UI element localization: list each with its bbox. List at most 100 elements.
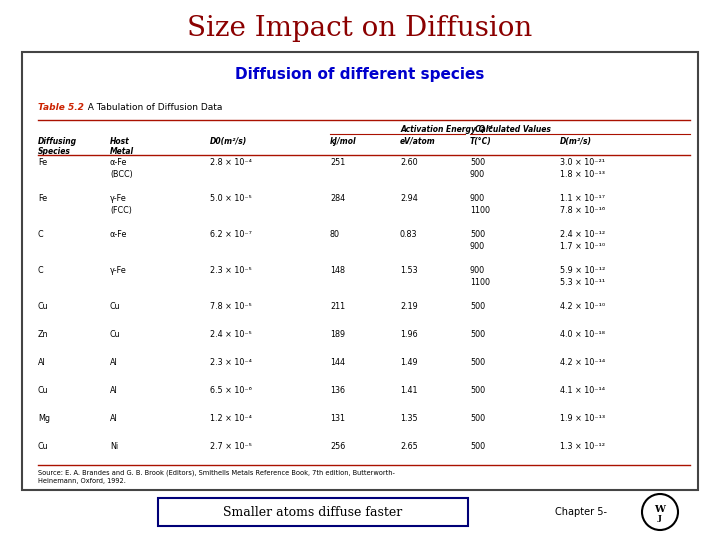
Text: 500: 500 [470, 358, 485, 367]
Text: 500: 500 [470, 302, 485, 311]
Text: (FCC): (FCC) [110, 206, 132, 215]
Text: 148: 148 [330, 266, 345, 275]
Text: 500: 500 [470, 386, 485, 395]
Text: Cu: Cu [110, 330, 121, 339]
Text: Al: Al [38, 358, 46, 367]
Text: 5.9 × 10⁻¹²: 5.9 × 10⁻¹² [560, 266, 606, 275]
Text: J: J [658, 514, 662, 522]
Bar [158, 498, 468, 526]
Text: Cu: Cu [38, 302, 49, 311]
Text: α-Fe: α-Fe [110, 158, 127, 167]
Text: Diffusion of different species: Diffusion of different species [235, 68, 485, 83]
Text: 900: 900 [470, 170, 485, 179]
Text: Source: E. A. Brandes and G. B. Brook (Editors), Smithells Metals Reference Book: Source: E. A. Brandes and G. B. Brook (E… [38, 469, 395, 476]
Text: 2.4 × 10⁻⁵: 2.4 × 10⁻⁵ [210, 330, 252, 339]
Text: 4.2 × 10⁻¹⁴: 4.2 × 10⁻¹⁴ [560, 358, 605, 367]
Text: Calculated Values: Calculated Values [475, 125, 551, 134]
Text: 2.65: 2.65 [400, 442, 418, 451]
Text: A Tabulation of Diffusion Data: A Tabulation of Diffusion Data [82, 104, 222, 112]
Text: Fe: Fe [38, 194, 47, 203]
Text: (BCC): (BCC) [110, 170, 132, 179]
Text: α-Fe: α-Fe [110, 230, 127, 239]
Text: 2.3 × 10⁻⁵: 2.3 × 10⁻⁵ [210, 266, 252, 275]
Text: Cu: Cu [110, 302, 121, 311]
Text: 900: 900 [470, 266, 485, 275]
Text: 1.53: 1.53 [400, 266, 418, 275]
Text: 2.8 × 10⁻⁴: 2.8 × 10⁻⁴ [210, 158, 252, 167]
Text: Diffusing
Species: Diffusing Species [38, 137, 77, 157]
Text: 500: 500 [470, 230, 485, 239]
Text: Heinemann, Oxford, 1992.: Heinemann, Oxford, 1992. [38, 478, 126, 484]
Text: 1.41: 1.41 [400, 386, 418, 395]
Text: 1100: 1100 [470, 278, 490, 287]
Text: 189: 189 [330, 330, 345, 339]
Text: 7.8 × 10⁻⁵: 7.8 × 10⁻⁵ [210, 302, 252, 311]
Text: Activation Energy Q: Activation Energy Q [400, 125, 485, 134]
Text: C: C [38, 266, 44, 275]
Text: Al: Al [110, 414, 118, 423]
Text: 1.35: 1.35 [400, 414, 418, 423]
Text: D0(m²/s): D0(m²/s) [210, 137, 247, 146]
Text: 500: 500 [470, 330, 485, 339]
Text: T(°C): T(°C) [470, 137, 492, 146]
Circle shape [642, 494, 678, 530]
Text: 131: 131 [330, 414, 345, 423]
Bar [22, 52, 698, 490]
Text: γ-Fe: γ-Fe [110, 266, 127, 275]
Text: 2.19: 2.19 [400, 302, 418, 311]
Text: 900: 900 [470, 242, 485, 251]
Text: Host
Metal: Host Metal [110, 137, 134, 157]
Text: 4.2 × 10⁻¹⁰: 4.2 × 10⁻¹⁰ [560, 302, 605, 311]
Text: 1.9 × 10⁻¹³: 1.9 × 10⁻¹³ [560, 414, 605, 423]
Text: 500: 500 [470, 158, 485, 167]
Text: W: W [654, 504, 665, 514]
Text: d: d [488, 125, 492, 130]
Text: 900: 900 [470, 194, 485, 203]
Text: 3.0 × 10⁻²¹: 3.0 × 10⁻²¹ [560, 158, 605, 167]
Text: 4.0 × 10⁻¹⁸: 4.0 × 10⁻¹⁸ [560, 330, 605, 339]
Text: Fe: Fe [38, 158, 47, 167]
Text: 0.83: 0.83 [400, 230, 418, 239]
Text: kJ/mol: kJ/mol [330, 137, 356, 146]
Text: Zn: Zn [38, 330, 48, 339]
Text: γ-Fe: γ-Fe [110, 194, 127, 203]
Text: 256: 256 [330, 442, 346, 451]
Text: 6.5 × 10⁻⁶: 6.5 × 10⁻⁶ [210, 386, 252, 395]
Text: 1.49: 1.49 [400, 358, 418, 367]
Text: 136: 136 [330, 386, 345, 395]
Text: 211: 211 [330, 302, 345, 311]
Text: Cu: Cu [38, 442, 49, 451]
Text: eV/atom: eV/atom [400, 137, 436, 146]
Text: 1.3 × 10⁻¹²: 1.3 × 10⁻¹² [560, 442, 605, 451]
Text: 1100: 1100 [470, 206, 490, 215]
Text: Table 5.2: Table 5.2 [38, 104, 84, 112]
Text: 2.94: 2.94 [400, 194, 418, 203]
Text: Al: Al [110, 386, 118, 395]
Text: D(m²/s): D(m²/s) [560, 137, 592, 146]
Text: 1.8 × 10⁻¹³: 1.8 × 10⁻¹³ [560, 170, 605, 179]
Text: 1.7 × 10⁻¹⁰: 1.7 × 10⁻¹⁰ [560, 242, 605, 251]
Text: 284: 284 [330, 194, 345, 203]
Text: 80: 80 [330, 230, 340, 239]
Text: 2.3 × 10⁻⁴: 2.3 × 10⁻⁴ [210, 358, 252, 367]
Text: 251: 251 [330, 158, 346, 167]
Text: 2.7 × 10⁻⁵: 2.7 × 10⁻⁵ [210, 442, 252, 451]
Text: Cu: Cu [38, 386, 49, 395]
Text: 6.2 × 10⁻⁷: 6.2 × 10⁻⁷ [210, 230, 252, 239]
Text: 1.1 × 10⁻¹⁷: 1.1 × 10⁻¹⁷ [560, 194, 605, 203]
Text: 144: 144 [330, 358, 345, 367]
Text: 1.96: 1.96 [400, 330, 418, 339]
Text: 2.4 × 10⁻¹²: 2.4 × 10⁻¹² [560, 230, 605, 239]
Text: 7.8 × 10⁻¹⁶: 7.8 × 10⁻¹⁶ [560, 206, 605, 215]
Text: Ni: Ni [110, 442, 118, 451]
Text: Chapter 5-: Chapter 5- [555, 507, 607, 517]
Text: 5.0 × 10⁻⁵: 5.0 × 10⁻⁵ [210, 194, 252, 203]
Text: 2.60: 2.60 [400, 158, 418, 167]
Text: Mg: Mg [38, 414, 50, 423]
Text: 5.3 × 10⁻¹¹: 5.3 × 10⁻¹¹ [560, 278, 605, 287]
Text: Size Impact on Diffusion: Size Impact on Diffusion [187, 15, 533, 42]
Text: 1.2 × 10⁻⁴: 1.2 × 10⁻⁴ [210, 414, 252, 423]
Text: Al: Al [110, 358, 118, 367]
Text: 500: 500 [470, 414, 485, 423]
Text: 500: 500 [470, 442, 485, 451]
